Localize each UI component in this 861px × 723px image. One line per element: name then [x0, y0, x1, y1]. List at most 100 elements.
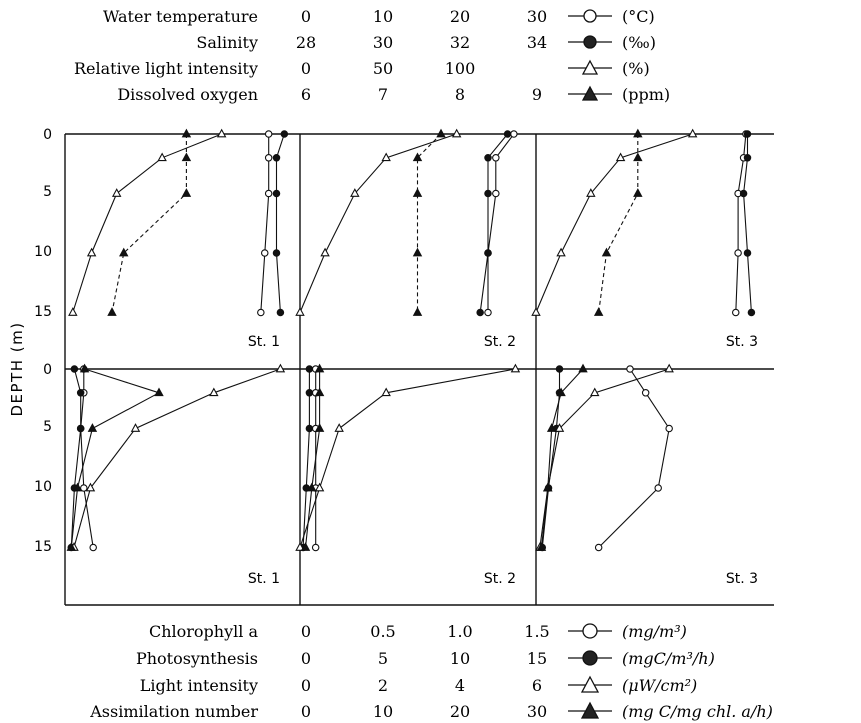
- y-tick-label: 0: [43, 127, 52, 143]
- data-point-filled-triangle: [87, 423, 98, 432]
- legend-tick: 50: [373, 59, 393, 78]
- data-point-open-triangle: [86, 247, 97, 257]
- y-tick-label: 15: [34, 304, 52, 320]
- legend-marker-open-circle: [568, 9, 612, 23]
- bottom-legend-row-2: Light intensity 0 2 4 6 (μW/cm²): [140, 675, 697, 695]
- legend-tick: 0: [301, 59, 311, 78]
- series-line-relative-light-intensity: [299, 133, 457, 313]
- data-point-filled-circle: [743, 249, 752, 257]
- data-point-filled-circle: [76, 389, 85, 397]
- legend-tick: 28: [296, 33, 316, 52]
- top-legend-row-1: Salinity 28 30 32 34 (‰): [196, 33, 656, 52]
- station-labels: St. 1 St. 2 St. 3 St. 1 St. 2 St. 3: [248, 334, 758, 587]
- data-point-open-circle: [257, 308, 265, 317]
- legend-unit: (mg C/mg chl. a/h): [622, 702, 773, 721]
- legend-tick: 20: [450, 7, 470, 26]
- data-point-open-circle: [654, 484, 662, 492]
- y-tick-label: 10: [34, 479, 52, 495]
- legend-marker-open-triangle: [568, 675, 612, 693]
- data-point-open-circle: [260, 249, 269, 257]
- data-point-open-circle: [594, 543, 603, 552]
- top-legend-row-0: Water temperature 0 10 20 30 (°C): [103, 7, 655, 26]
- data-point-open-triangle: [615, 152, 626, 162]
- legend-tick: 30: [527, 702, 547, 721]
- data-point-filled-circle: [305, 365, 314, 373]
- legend-tick: 34: [527, 33, 547, 52]
- data-point-open-circle: [264, 189, 273, 198]
- legend-label-water-temperature: Water temperature: [103, 7, 258, 26]
- data-point-open-triangle: [350, 188, 360, 197]
- data-point-filled-circle: [272, 249, 281, 257]
- data-point-open-triangle: [586, 188, 596, 197]
- data-point-open-triangle: [531, 307, 541, 316]
- data-point-filled-circle: [272, 189, 281, 198]
- bottom-legend-row-0: Chlorophyll a 0 0.5 1.0 1.5 (mg/m³): [149, 622, 687, 641]
- data-point-filled-triangle: [412, 307, 423, 316]
- legend-label-assimilation-number: Assimilation number: [89, 702, 258, 721]
- legend-tick: 8: [455, 85, 465, 104]
- legend-tick: 20: [450, 702, 470, 721]
- data-point-filled-triangle: [412, 152, 423, 162]
- legend-tick: 7: [378, 85, 388, 104]
- data-point-filled-triangle: [412, 247, 423, 257]
- legend-tick: 30: [527, 7, 547, 26]
- data-point-filled-circle: [503, 130, 512, 138]
- legend-unit: (mg/m³): [622, 622, 687, 641]
- data-point-open-circle: [264, 130, 273, 138]
- series-layer: [66, 128, 756, 552]
- data-point-filled-circle: [743, 130, 752, 138]
- data-point-filled-triangle: [546, 423, 557, 432]
- top-legend: Water temperature 0 10 20 30 (°C) Salini…: [74, 7, 670, 104]
- y-tick-label: 0: [43, 362, 52, 378]
- legend-unit: (ppm): [622, 85, 670, 104]
- data-point-filled-triangle: [601, 247, 612, 257]
- legend-tick: 0: [301, 702, 311, 721]
- data-point-open-triangle: [295, 307, 305, 316]
- data-point-open-triangle: [664, 363, 674, 373]
- data-point-open-circle: [492, 189, 500, 198]
- top-legend-row-2: Relative light intensity 0 50 100 (%): [74, 59, 650, 78]
- series-line-relative-light-intensity: [535, 133, 693, 313]
- legend-tick: 0: [301, 622, 311, 641]
- legend-tick: 6: [301, 85, 311, 104]
- data-point-filled-triangle: [412, 188, 423, 197]
- data-point-filled-circle: [276, 308, 285, 317]
- data-point-open-triangle: [295, 542, 305, 551]
- y-ticks-bottom: 0 5 10 15: [34, 362, 52, 555]
- station-label: St. 3: [726, 571, 758, 587]
- data-point-open-triangle: [590, 387, 600, 397]
- series-line-dissolved-oxygen: [416, 133, 442, 313]
- station-label: St. 1: [248, 334, 280, 350]
- y-ticks-top: 0 5 10 15: [34, 127, 52, 320]
- data-point-filled-circle: [305, 389, 314, 397]
- data-point-filled-circle: [555, 365, 564, 373]
- bottom-legend-row-1: Photosynthesis 0 5 10 15 (mgC/m³/h): [136, 649, 715, 668]
- legend-marker-filled-triangle: [568, 701, 612, 719]
- data-point-filled-triangle: [119, 247, 129, 257]
- data-point-open-circle: [665, 424, 673, 433]
- legend-tick: 32: [450, 33, 470, 52]
- legend-tick: 0: [301, 7, 311, 26]
- data-point-open-triangle: [157, 152, 167, 162]
- data-point-open-triangle: [111, 188, 122, 197]
- data-point-filled-triangle: [436, 128, 446, 138]
- legend-tick: 0.5: [370, 622, 395, 641]
- legend-label-salinity: Salinity: [196, 33, 258, 52]
- legend-marker-filled-circle: [568, 35, 612, 49]
- data-point-open-triangle: [334, 423, 344, 432]
- bottom-legend-row-3: Assimilation number 0 10 20 30 (mg C/mg …: [89, 701, 773, 721]
- data-point-filled-triangle: [593, 307, 604, 316]
- data-point-filled-triangle: [307, 482, 317, 492]
- data-point-filled-triangle: [633, 188, 643, 197]
- data-point-open-circle: [731, 308, 740, 317]
- data-point-filled-triangle: [536, 542, 547, 551]
- data-point-filled-triangle: [79, 363, 90, 373]
- legend-tick: 2: [378, 676, 388, 695]
- legend-tick: 15: [527, 649, 547, 668]
- legend-label-chlorophyll: Chlorophyll a: [149, 622, 258, 641]
- legend-label-relative-light: Relative light intensity: [74, 59, 258, 78]
- legend-tick: 0: [301, 649, 311, 668]
- data-point-filled-triangle: [578, 363, 588, 373]
- data-point-filled-triangle: [543, 482, 553, 492]
